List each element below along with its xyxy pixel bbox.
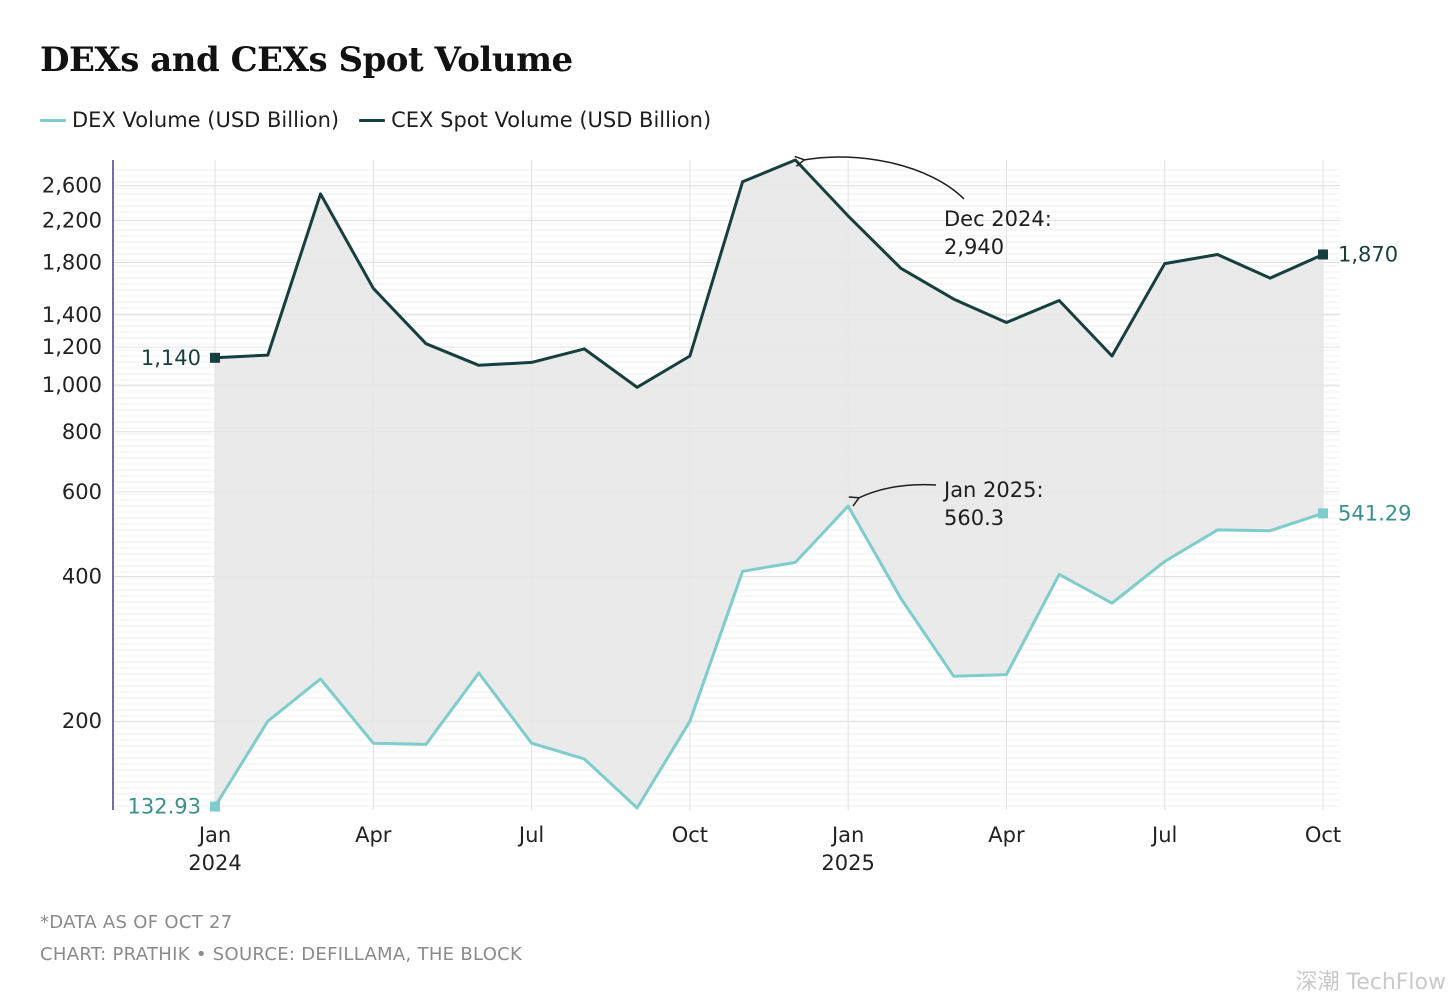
annotation-value-dex: 560.3 xyxy=(944,506,1004,530)
y-tick-label: 400 xyxy=(62,565,102,589)
series-line-cex xyxy=(214,158,1324,389)
annotation-value-cex: 2,940 xyxy=(944,235,1004,259)
x-tick-label: Oct xyxy=(672,823,708,847)
y-tick-label: 1,400 xyxy=(42,303,102,327)
y-tick-label: 1,000 xyxy=(42,373,102,397)
start-value-label-cex: 1,140 xyxy=(141,346,201,370)
annotation-label-cex: Dec 2024: xyxy=(944,207,1052,231)
marker-dex xyxy=(1318,508,1328,519)
y-tick-label: 600 xyxy=(62,480,102,504)
legend-item-dex: DEX Volume (USD Billion) xyxy=(40,108,339,132)
y-tick-label: 1,800 xyxy=(42,250,102,274)
y-tick-label: 1,200 xyxy=(42,335,102,359)
x-tick-label: Jan xyxy=(830,823,864,847)
marker-cex xyxy=(1318,249,1328,260)
end-value-label-cex: 1,870 xyxy=(1338,242,1398,266)
legend-swatch-cex xyxy=(359,118,386,122)
legend-swatch-dex xyxy=(40,118,66,122)
annotation-arrow-cex xyxy=(803,157,965,200)
legend-label-cex: CEX Spot Volume (USD Billion) xyxy=(391,108,712,132)
y-tick-label: 800 xyxy=(62,420,102,444)
marker-cex xyxy=(210,352,220,363)
chart-title: DEXs and CEXs Spot Volume xyxy=(40,40,573,80)
legend-item-cex: CEX Spot Volume (USD Billion) xyxy=(359,108,711,132)
legend: DEX Volume (USD Billion) CEX Spot Volume… xyxy=(40,108,711,132)
x-tick-label: Jul xyxy=(517,823,544,847)
marker-dex xyxy=(210,801,220,812)
y-tick-label: 2,200 xyxy=(42,209,102,233)
annotation-label-dex: Jan 2025: xyxy=(942,478,1044,502)
source-credit: CHART: PRATHIK • SOURCE: DEFILLAMA, THE … xyxy=(40,944,523,965)
labels: 200 400 600 800 1,000 1,200 1,400 1,800 2,200 2,6… xyxy=(42,157,1411,875)
series-lines xyxy=(210,158,1328,812)
x-tick-year-label: 2025 xyxy=(821,851,874,875)
end-value-label-dex: 541.29 xyxy=(1338,501,1411,525)
start-value-label-dex: 132.93 xyxy=(128,795,201,819)
annotation-arrow-dex xyxy=(858,483,937,499)
x-tick-label: Apr xyxy=(988,823,1025,847)
x-tick-label: Jan xyxy=(197,823,231,847)
area-fill xyxy=(215,160,1323,808)
legend-label-dex: DEX Volume (USD Billion) xyxy=(72,108,340,132)
x-tick-year-label: 2024 xyxy=(188,851,241,875)
watermark: 深潮 TechFlow xyxy=(1295,970,1447,995)
data-note: *DATA AS OF OCT 27 xyxy=(40,912,233,933)
y-tick-label: 2,600 xyxy=(42,174,102,198)
x-tick-label: Apr xyxy=(355,823,392,847)
series-line-dex xyxy=(213,504,1324,810)
area-between-series xyxy=(215,160,1323,808)
y-tick-label: 200 xyxy=(62,709,102,733)
x-tick-label: Oct xyxy=(1305,823,1341,847)
x-tick-label: Jul xyxy=(1150,823,1177,847)
